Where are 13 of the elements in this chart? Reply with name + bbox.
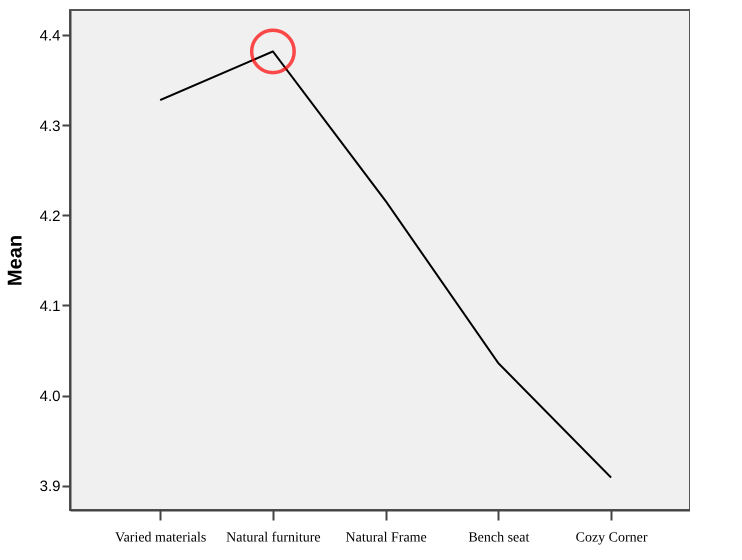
y-tick-label: 3.9	[40, 478, 60, 496]
x-tick-label: Varied materials	[115, 530, 206, 546]
x-tick-label: Bench seat	[468, 530, 530, 546]
x-tick-label: Cozy Corner	[576, 530, 648, 546]
y-tick-label: 4.4	[40, 28, 60, 45]
y-tick-label: 4.1	[40, 298, 60, 315]
y-tick-label: 4.2	[40, 208, 60, 225]
y-axis-title: Mean	[4, 234, 27, 286]
line-series	[159, 50, 612, 479]
x-tick-label: Natural Frame	[346, 530, 427, 546]
x-tick-label: Natural furniture	[226, 530, 321, 546]
y-tick-label: 4.0	[40, 388, 60, 406]
y-tick-label: 4.3	[40, 118, 60, 135]
